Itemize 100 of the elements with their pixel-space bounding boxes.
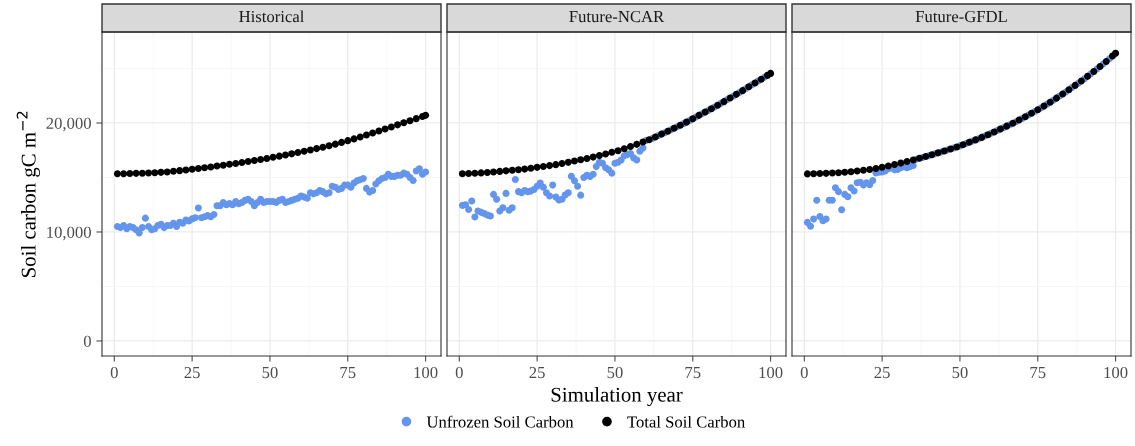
point xyxy=(527,164,535,172)
point xyxy=(577,156,585,164)
point xyxy=(188,165,196,173)
point xyxy=(369,129,377,137)
point xyxy=(458,170,466,178)
chart-title: Future-NCAR xyxy=(569,10,665,23)
point xyxy=(325,142,333,150)
point xyxy=(915,154,924,162)
y-tick-label: 20,000 xyxy=(46,117,91,132)
point xyxy=(201,164,209,172)
point xyxy=(381,125,389,133)
point xyxy=(564,158,572,166)
point xyxy=(182,166,190,174)
point xyxy=(477,169,485,177)
point xyxy=(614,147,622,155)
point xyxy=(546,162,554,170)
point xyxy=(250,156,258,165)
point xyxy=(878,163,886,171)
point xyxy=(514,166,522,174)
point xyxy=(608,148,616,156)
point xyxy=(595,152,603,160)
point xyxy=(483,168,491,177)
x-tick-label: 0 xyxy=(800,366,808,379)
point xyxy=(232,159,240,167)
point xyxy=(350,135,358,143)
point xyxy=(394,121,402,129)
point xyxy=(344,137,352,145)
point xyxy=(313,145,321,153)
point xyxy=(422,111,430,119)
point xyxy=(471,169,479,177)
point xyxy=(387,123,395,131)
point xyxy=(602,150,610,158)
point xyxy=(257,155,265,164)
y-axis-title: Soil carbon gC m$^{−2}$ xyxy=(16,111,40,277)
point xyxy=(120,170,128,178)
point xyxy=(971,136,980,144)
point xyxy=(306,146,314,154)
point xyxy=(502,167,510,175)
point xyxy=(583,154,591,163)
legend-label: Total Soil Carbon xyxy=(627,415,745,428)
point xyxy=(822,169,830,177)
point xyxy=(269,153,277,161)
point xyxy=(841,168,849,176)
point xyxy=(375,127,383,135)
point xyxy=(866,165,874,173)
point xyxy=(300,147,308,155)
point xyxy=(558,160,566,168)
point xyxy=(816,170,824,178)
point xyxy=(157,168,165,176)
point xyxy=(552,161,560,169)
point xyxy=(163,168,171,176)
point xyxy=(539,162,547,171)
point xyxy=(891,160,899,169)
point xyxy=(138,169,146,177)
point xyxy=(406,117,414,125)
point xyxy=(219,161,227,169)
point xyxy=(465,170,473,178)
point xyxy=(903,158,911,166)
point xyxy=(238,158,246,166)
point xyxy=(835,169,843,177)
point xyxy=(589,153,597,161)
point xyxy=(145,169,153,177)
point xyxy=(356,133,364,141)
point xyxy=(263,154,271,162)
point xyxy=(533,163,541,171)
point xyxy=(281,151,290,159)
point xyxy=(194,165,202,173)
point xyxy=(275,152,283,160)
point xyxy=(626,143,635,151)
point xyxy=(872,164,880,172)
point xyxy=(620,145,628,153)
point xyxy=(319,143,327,151)
point xyxy=(847,168,855,176)
point xyxy=(113,170,121,178)
point xyxy=(508,166,516,174)
point xyxy=(859,166,867,174)
x-tick-label: 75 xyxy=(685,367,701,379)
x-axis-title: Simulation year xyxy=(551,387,683,407)
x-tick-label: 0 xyxy=(110,366,118,379)
point xyxy=(362,131,370,139)
x-tick-label: 50 xyxy=(607,366,623,379)
point xyxy=(288,150,296,158)
x-tick-label: 0 xyxy=(455,366,463,379)
x-tick-label: 100 xyxy=(1104,366,1128,379)
x-tick-label: 50 xyxy=(952,366,968,379)
point xyxy=(810,170,818,178)
point xyxy=(338,138,346,146)
point xyxy=(570,157,579,165)
point xyxy=(490,168,498,176)
point xyxy=(331,140,339,148)
point xyxy=(633,140,641,148)
x-tick-label: 50 xyxy=(262,366,278,379)
point xyxy=(496,167,504,175)
chart-title: Future-GFDL xyxy=(915,10,1007,23)
point xyxy=(176,167,184,175)
point xyxy=(207,163,215,171)
point xyxy=(294,148,302,157)
x-tick-label: 75 xyxy=(1030,367,1046,379)
point xyxy=(169,167,177,175)
y-tick-label: 10,000 xyxy=(47,226,91,241)
